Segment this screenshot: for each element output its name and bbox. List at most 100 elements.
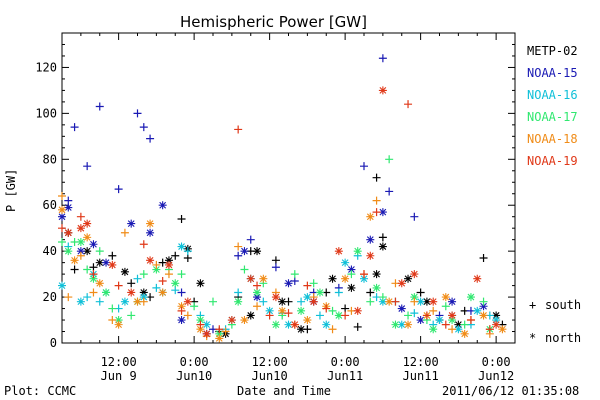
south-marker (366, 297, 375, 306)
north-marker (127, 219, 136, 228)
south-marker (271, 256, 280, 265)
north-marker (146, 228, 155, 237)
north-marker (253, 247, 262, 256)
north-marker (297, 325, 306, 334)
south-marker (372, 208, 381, 217)
x-tick-label-date: Jun12 (478, 369, 514, 383)
south-marker (360, 270, 368, 279)
north-marker (265, 306, 274, 315)
south-marker (183, 254, 192, 263)
y-tick-label: 0 (50, 336, 57, 350)
north-marker (202, 320, 211, 329)
south-marker (221, 327, 230, 336)
north-marker (284, 279, 293, 288)
south-marker (133, 109, 142, 118)
south-marker (271, 263, 280, 272)
south-marker (177, 270, 186, 279)
footer-timestamp: 2011/06/12 01:35:08 (442, 384, 580, 398)
north-marker (353, 247, 362, 256)
north-marker (473, 306, 482, 315)
north-marker (278, 306, 287, 315)
north-marker (284, 320, 293, 329)
north-marker (253, 288, 262, 297)
north-marker (271, 320, 280, 329)
north-marker (278, 297, 287, 306)
north-marker (460, 329, 469, 338)
north-marker (58, 205, 66, 214)
legend-series-1: NOAA-15 (527, 66, 578, 80)
south-marker (114, 185, 123, 194)
north-marker (492, 320, 501, 329)
south-marker (64, 196, 73, 205)
north-marker (435, 316, 444, 325)
south-marker (385, 187, 394, 196)
north-marker (341, 274, 350, 283)
north-marker (114, 316, 123, 325)
north-marker (391, 320, 400, 329)
north-marker (64, 247, 73, 256)
north-marker (378, 297, 387, 306)
north-marker (152, 265, 161, 274)
south-marker (95, 102, 104, 111)
y-tick-label: 40 (43, 244, 57, 258)
north-marker (360, 274, 368, 283)
south-marker (479, 297, 488, 306)
north-marker (498, 325, 507, 334)
south-marker (177, 306, 186, 315)
south-marker (253, 281, 262, 290)
north-marker (259, 274, 268, 283)
south-marker (253, 302, 262, 311)
north-marker (202, 329, 211, 338)
south-marker (410, 297, 419, 306)
x-tick-label-time: 0:00 (180, 355, 209, 369)
legend-series-2: NOAA-16 (527, 88, 578, 102)
y-tick-label: 120 (35, 60, 57, 74)
north-marker (196, 279, 205, 288)
south-marker (378, 293, 387, 302)
north-marker (83, 233, 92, 242)
x-tick-label-date: Jun10 (252, 369, 288, 383)
north-marker (410, 270, 419, 279)
north-marker (416, 297, 425, 306)
legend-series-3: NOAA-17 (527, 110, 578, 124)
south-marker (284, 309, 293, 318)
north-marker (466, 293, 475, 302)
x-tick-label-time: 12:00 (252, 355, 288, 369)
south-marker (64, 293, 73, 302)
south-marker (315, 311, 324, 320)
south-marker (391, 297, 400, 306)
south-marker (334, 288, 343, 297)
north-marker (183, 297, 192, 306)
north-marker (234, 297, 243, 306)
north-marker (158, 288, 167, 297)
legend-series-0: METP-02 (527, 44, 578, 58)
north-marker (70, 256, 79, 265)
north-marker (454, 320, 463, 329)
south-marker (234, 288, 243, 297)
y-tick-label: 100 (35, 106, 57, 120)
north-marker (196, 325, 205, 334)
south-marker (158, 258, 167, 267)
north-marker (410, 293, 419, 302)
south-marker (290, 277, 299, 285)
legend-series-5: NOAA-19 (527, 154, 578, 168)
south-marker (460, 320, 469, 329)
north-marker (397, 304, 406, 313)
south-marker (139, 123, 148, 132)
south-marker (70, 265, 79, 274)
south-marker (328, 306, 337, 315)
south-marker (353, 322, 362, 331)
legend-north-symbol: * (529, 331, 537, 345)
south-marker (209, 297, 217, 306)
north-marker (385, 297, 394, 306)
y-axis-label: P [GW] (4, 168, 18, 212)
south-marker (378, 54, 387, 63)
north-marker (422, 297, 431, 306)
south-marker (234, 251, 243, 260)
x-tick-label-date: Jun10 (176, 369, 212, 383)
south-marker (234, 242, 243, 251)
south-marker (246, 235, 255, 244)
north-marker (89, 274, 98, 283)
north-marker (64, 203, 73, 212)
footer-plot-label: Plot: CCMC (4, 384, 77, 398)
